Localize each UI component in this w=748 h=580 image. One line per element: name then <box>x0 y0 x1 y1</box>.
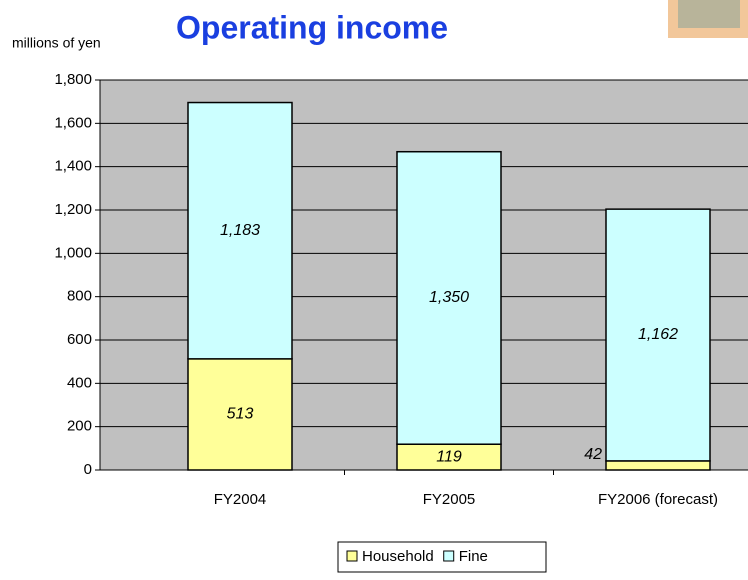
decor-image-inner <box>678 0 740 28</box>
bar-segment <box>187 358 293 471</box>
y-tick-label: 1,200 <box>54 201 92 218</box>
legend-box <box>337 541 547 573</box>
bar-segment <box>396 150 502 445</box>
legend-label: Fine <box>459 548 488 565</box>
y-tick-label: 200 <box>67 418 92 435</box>
value-label: 119 <box>436 448 462 465</box>
value-label: 1,183 <box>220 222 260 239</box>
legend-swatch <box>443 550 455 562</box>
y-tick-label: 1,400 <box>54 158 92 175</box>
value-label: 1,162 <box>638 326 678 343</box>
x-tick-label: FY2005 <box>423 491 476 508</box>
bar-segment <box>396 443 502 471</box>
value-label: 1,350 <box>429 289 469 306</box>
y-tick-label: 1,600 <box>54 114 92 131</box>
bar-segment <box>605 208 711 462</box>
x-tick-label: FY2006 (forecast) <box>598 491 718 508</box>
y-tick-label: 600 <box>67 331 92 348</box>
bar-segment <box>187 101 293 360</box>
y-tick-label: 800 <box>67 288 92 305</box>
legend-swatch <box>346 550 358 562</box>
y-tick-label: 1,800 <box>54 71 92 88</box>
y-tick-label: 400 <box>67 374 92 391</box>
x-tick-label: FY2004 <box>214 491 267 508</box>
chart-title: Operating income <box>176 9 448 45</box>
y-tick-label: 0 <box>84 461 92 478</box>
value-label: 513 <box>227 406 254 423</box>
bar-segment <box>605 460 711 471</box>
y-tick-label: 1,000 <box>54 244 92 261</box>
y-axis-label: millions of yen <box>12 35 101 51</box>
legend-label: Household <box>362 548 434 565</box>
value-label: 42 <box>584 446 602 463</box>
